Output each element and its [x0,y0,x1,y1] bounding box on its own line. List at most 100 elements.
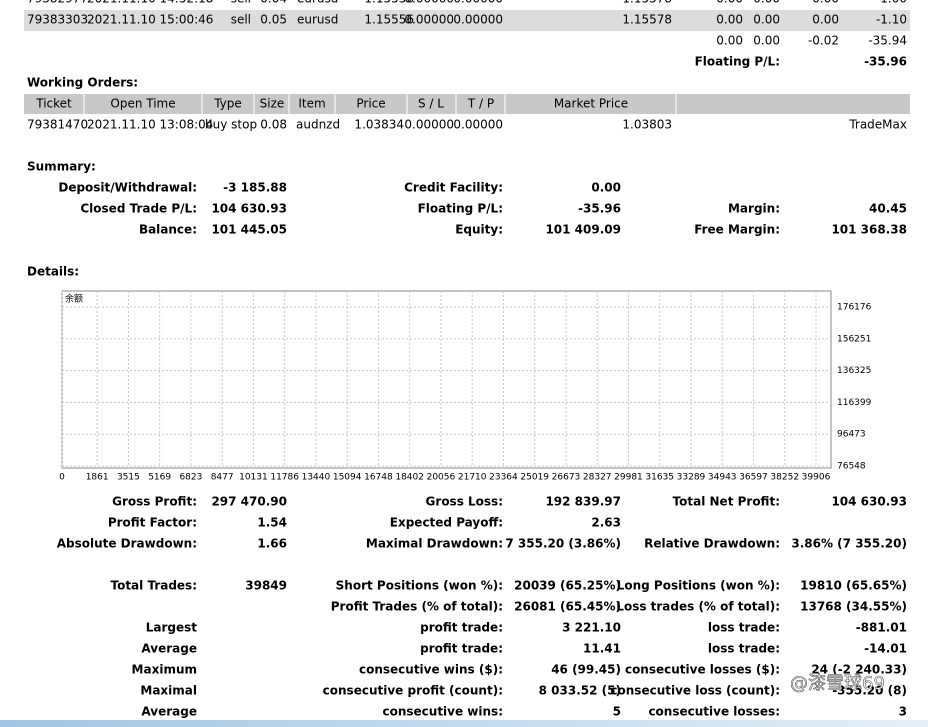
order-cell: 79381470 [27,118,88,132]
x-tick-label: 26673 [552,473,581,483]
stats-cell: -881.01 [856,621,907,635]
trade-cell: -1.00 [876,0,907,6]
trade-cell: -1.10 [876,13,907,27]
stats-cell: 8 033.52 (5) [539,684,621,698]
trade-cell: 1.15578 [622,13,672,27]
stats-cell: Maximal [140,684,197,698]
header-cell: T / P [467,97,494,111]
x-tick-label: 13440 [302,473,331,483]
stats-cell: consecutive loss (count): [610,684,780,698]
x-tick-label: 31635 [645,473,674,483]
stats-cell: consecutive wins ($): [359,663,503,677]
stats-cell: Total Trades: [110,579,197,593]
stats-cell: -355.20 (8) [832,684,907,698]
y-tick-label: 96473 [837,430,866,440]
order-cell: buy stop [205,118,257,132]
order-cell: audnzd [296,118,340,132]
header-cell: Price [356,97,385,111]
x-tick-label: 20056 [427,473,456,483]
x-tick-label: 8477 [211,473,234,483]
header-band [24,94,910,114]
trade-cell: 0.00 [716,0,743,6]
stats-cell: 3.86% (7 355.20) [791,537,907,551]
summary-cell: Margin: [728,202,780,216]
x-tick-label: 36597 [739,473,768,483]
summary-cell: Equity: [455,223,503,237]
stats-cell: Profit Factor: [108,516,197,530]
x-tick-label: 10131 [239,473,268,483]
trade-cell: sell [231,13,251,27]
trade-cell: 0.00 [812,13,839,27]
x-tick-label: 34943 [708,473,737,483]
trade-cell: eurusd [297,0,338,6]
stats-cell: 26081 (65.45%) [514,600,621,614]
header-cell: Type [213,97,242,111]
stats-cell: 297 470.90 [211,495,287,509]
x-tick-label: 28327 [583,473,612,483]
subtotal-cell: 0.00 [753,34,780,48]
header-cell: Open Time [110,97,175,111]
order-cell: TradeMax [848,118,907,132]
summary-cell: Credit Facility: [404,181,503,195]
stats-cell: loss trade: [708,642,780,656]
trade-cell: 0.00 [753,0,780,6]
summary-cell: 104 630.93 [211,202,287,216]
y-tick-label: 136325 [837,366,871,376]
order-cell: 0.00000 [453,118,503,132]
trade-cell: 0.00000 [404,0,454,6]
stats-cell: consecutive profit (count): [323,684,503,698]
stats-cell: 13768 (34.55%) [800,600,907,614]
trade-cell: 0.00000 [404,13,454,27]
stats-cell: Gross Loss: [426,495,503,509]
summary-cell: 101 445.05 [211,223,287,237]
x-tick-label: 15094 [333,473,362,483]
stats-cell: Loss trades (% of total): [616,600,780,614]
trade-cell: 0.00000 [453,13,503,27]
x-tick-label: 3515 [117,473,140,483]
subtotal-cell: -0.02 [808,34,839,48]
summary-cell: 101 368.38 [831,223,907,237]
trade-cell: 0.00 [812,0,839,6]
x-tick-label: 21710 [458,473,487,483]
trade-cell: 1.15578 [622,0,672,6]
stats-cell: 2.63 [591,516,621,530]
x-tick-label: 5169 [148,473,171,483]
stats-cell: Average [141,705,197,719]
row-highlight [24,10,910,31]
watermark: @漆雪球69 [790,673,885,694]
stats-cell: 19810 (65.65%) [800,579,907,593]
header-cell: Market Price [554,97,628,111]
trade-cell: 0.04 [260,0,287,6]
trade-cell: 1.15556 [364,13,414,27]
y-tick-label: 156251 [837,334,871,344]
stats-cell: consecutive wins: [382,705,503,719]
x-tick-label: 38252 [770,473,799,483]
x-tick-label: 18402 [395,473,424,483]
stats-cell: consecutive losses ($): [625,663,780,677]
stats-cell: 7 355.20 (3.86%) [505,537,621,551]
trade-cell: eurusd [297,13,338,27]
stats-cell: Short Positions (won %): [336,579,503,593]
plot-area [61,290,832,469]
stats-cell: Maximum [132,663,197,677]
stats-cell: 3 [899,705,907,719]
x-tick-label: 6823 [179,473,202,483]
stats-cell: 46 (99.45) [551,663,621,677]
stats-cell: 1.66 [257,537,287,551]
header-cell: Item [298,97,325,111]
order-cell: 0.00000 [404,118,454,132]
section-title: Summary: [27,160,96,174]
summary-cell: 40.45 [869,202,907,216]
stats-cell: 11.41 [583,642,621,656]
summary-cell: Balance: [139,223,197,237]
stats-cell: Profit Trades (% of total): [331,600,503,614]
stats-cell: loss trade: [708,621,780,635]
x-tick-label: 11786 [270,473,299,483]
floating-label: Floating P/L: [695,55,780,69]
order-cell: 1.03803 [622,118,672,132]
series-label: 余额 [65,293,83,305]
stats-cell: Long Positions (won %): [617,579,780,593]
stats-cell: 1.54 [257,516,287,530]
stats-cell: 20039 (65.25%) [514,579,621,593]
